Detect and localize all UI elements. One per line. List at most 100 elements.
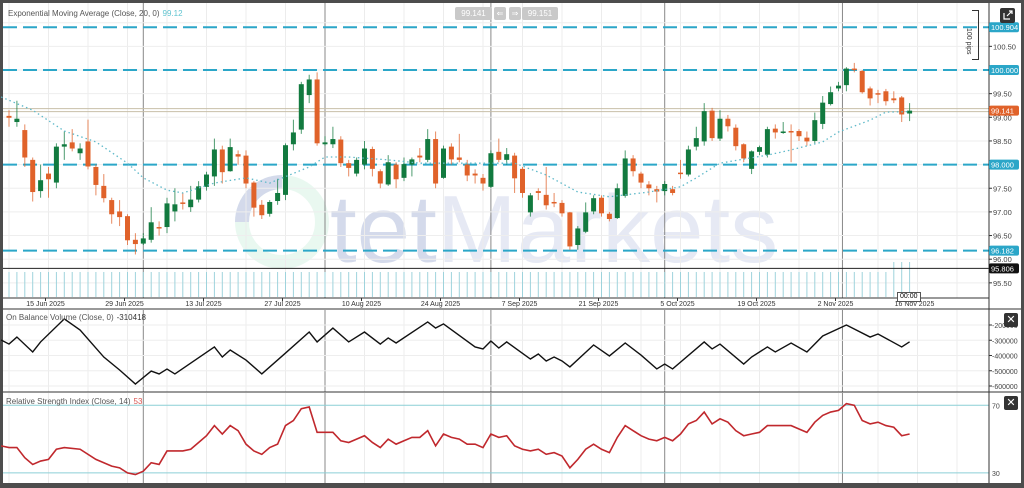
candle-down [804, 137, 810, 142]
candle-up [583, 212, 589, 232]
candle-down [46, 173, 51, 180]
candle-down [156, 227, 162, 229]
candle-up [425, 139, 431, 160]
candle-up [267, 201, 273, 214]
candle-up [527, 195, 533, 213]
close-obv-button[interactable]: ✕ [1004, 313, 1018, 327]
candle-up [488, 153, 494, 187]
candle-down [219, 149, 225, 173]
candle-down [417, 155, 423, 158]
date-tick-label: 7 Sep 2025 [502, 301, 538, 308]
candle-down [480, 177, 486, 184]
level-label: 100.904 [991, 23, 1018, 32]
candle-down [464, 164, 470, 176]
candle-down [512, 155, 518, 179]
candle-up [322, 142, 328, 145]
rsi-title: Relative Strength Index (Close, 14) [6, 397, 131, 406]
buy-price-button[interactable]: 99.151 [522, 7, 558, 20]
candle-down [796, 131, 802, 137]
candle-down [22, 130, 28, 158]
candle-up [362, 148, 367, 165]
rsi-value: 53 [133, 397, 143, 406]
candle-up [622, 158, 628, 196]
candle-up [757, 147, 762, 152]
date-tick-label: 19 Oct 2025 [737, 301, 775, 308]
candle-down [6, 115, 12, 118]
candle-down [125, 216, 130, 241]
price-tick-label: 100.50 [993, 42, 1016, 51]
candle-up [330, 139, 336, 145]
obv-line [0, 317, 910, 385]
close-rsi-button[interactable]: ✕ [1004, 396, 1018, 410]
date-tick-label: 10 Aug 2025 [342, 301, 381, 308]
candle-up [575, 228, 581, 246]
candle-down [891, 98, 897, 101]
arrow-left-icon[interactable]: ⇐ [494, 7, 506, 20]
level-label-bg [989, 245, 1019, 256]
candle-down [559, 202, 565, 214]
date-tick-label: 29 Jun 2025 [105, 301, 144, 308]
candle-up [61, 144, 67, 147]
arrow-right-icon[interactable]: ⇒ [509, 7, 521, 20]
candle-up [717, 118, 723, 139]
level-label: 96.182 [991, 247, 1014, 256]
level-label: 98.000 [991, 161, 1014, 170]
candle-down [109, 200, 115, 215]
price-tick-label: 97.00 [993, 208, 1012, 217]
candle-down [851, 68, 857, 71]
candle-down [709, 110, 715, 139]
date-tick-label: 13 Jul 2025 [185, 301, 221, 308]
price-tick-label: 99.00 [993, 113, 1012, 122]
candle-down [867, 88, 873, 99]
candle-down [496, 151, 502, 160]
candle-up [591, 198, 597, 212]
close-icon: ✕ [1006, 397, 1016, 409]
reference-price-label-bg [989, 263, 1019, 274]
price-tick-label: 95.50 [993, 279, 1012, 288]
date-tick-label: 21 Sep 2025 [579, 301, 619, 308]
candle-up [148, 222, 154, 240]
candle-down [377, 171, 383, 184]
candle-down [899, 97, 905, 115]
date-tick-label: 5 Oct 2025 [660, 301, 694, 308]
candle-down [448, 146, 454, 160]
candle-down [472, 173, 478, 176]
date-tick-label: 16 Nov 2025 [895, 301, 935, 308]
candle-up [907, 110, 913, 114]
candle-down [543, 194, 549, 206]
candle-down [338, 139, 344, 164]
candle-down [30, 159, 36, 193]
candle-up [843, 68, 849, 86]
candle-down [788, 131, 794, 133]
candle-down [535, 191, 541, 193]
obv-value: -310418 [116, 313, 146, 322]
obv-title: On Balance Volume (Close, 0) [6, 313, 114, 322]
candle-down [646, 184, 652, 189]
candle-down [551, 201, 557, 204]
obv-indicator-label: On Balance Volume (Close, 0) -310418 [6, 313, 146, 322]
rsi-indicator-label: Relative Strength Index (Close, 14) 53 [6, 397, 142, 406]
candle-down [733, 127, 739, 147]
candle-down [520, 168, 525, 193]
candle-up [685, 149, 691, 175]
candle-up [204, 174, 209, 187]
close-icon: ✕ [1006, 314, 1016, 326]
expand-icon[interactable] [1000, 8, 1015, 23]
sell-price-button[interactable]: 99.141 [455, 7, 492, 20]
candle-up [211, 149, 217, 177]
candle-down [883, 91, 889, 102]
candle-down [567, 212, 573, 247]
price-tick-label: 98.50 [993, 137, 1012, 146]
candle-down [346, 163, 352, 168]
candle-down [259, 204, 265, 216]
candle-down [180, 202, 186, 204]
candle-down [772, 128, 778, 133]
candle-down [606, 213, 612, 219]
candle-down [243, 155, 249, 184]
candle-down [117, 211, 123, 218]
candle-down [859, 70, 865, 93]
candle-down [599, 197, 604, 214]
candle-down [875, 93, 881, 95]
